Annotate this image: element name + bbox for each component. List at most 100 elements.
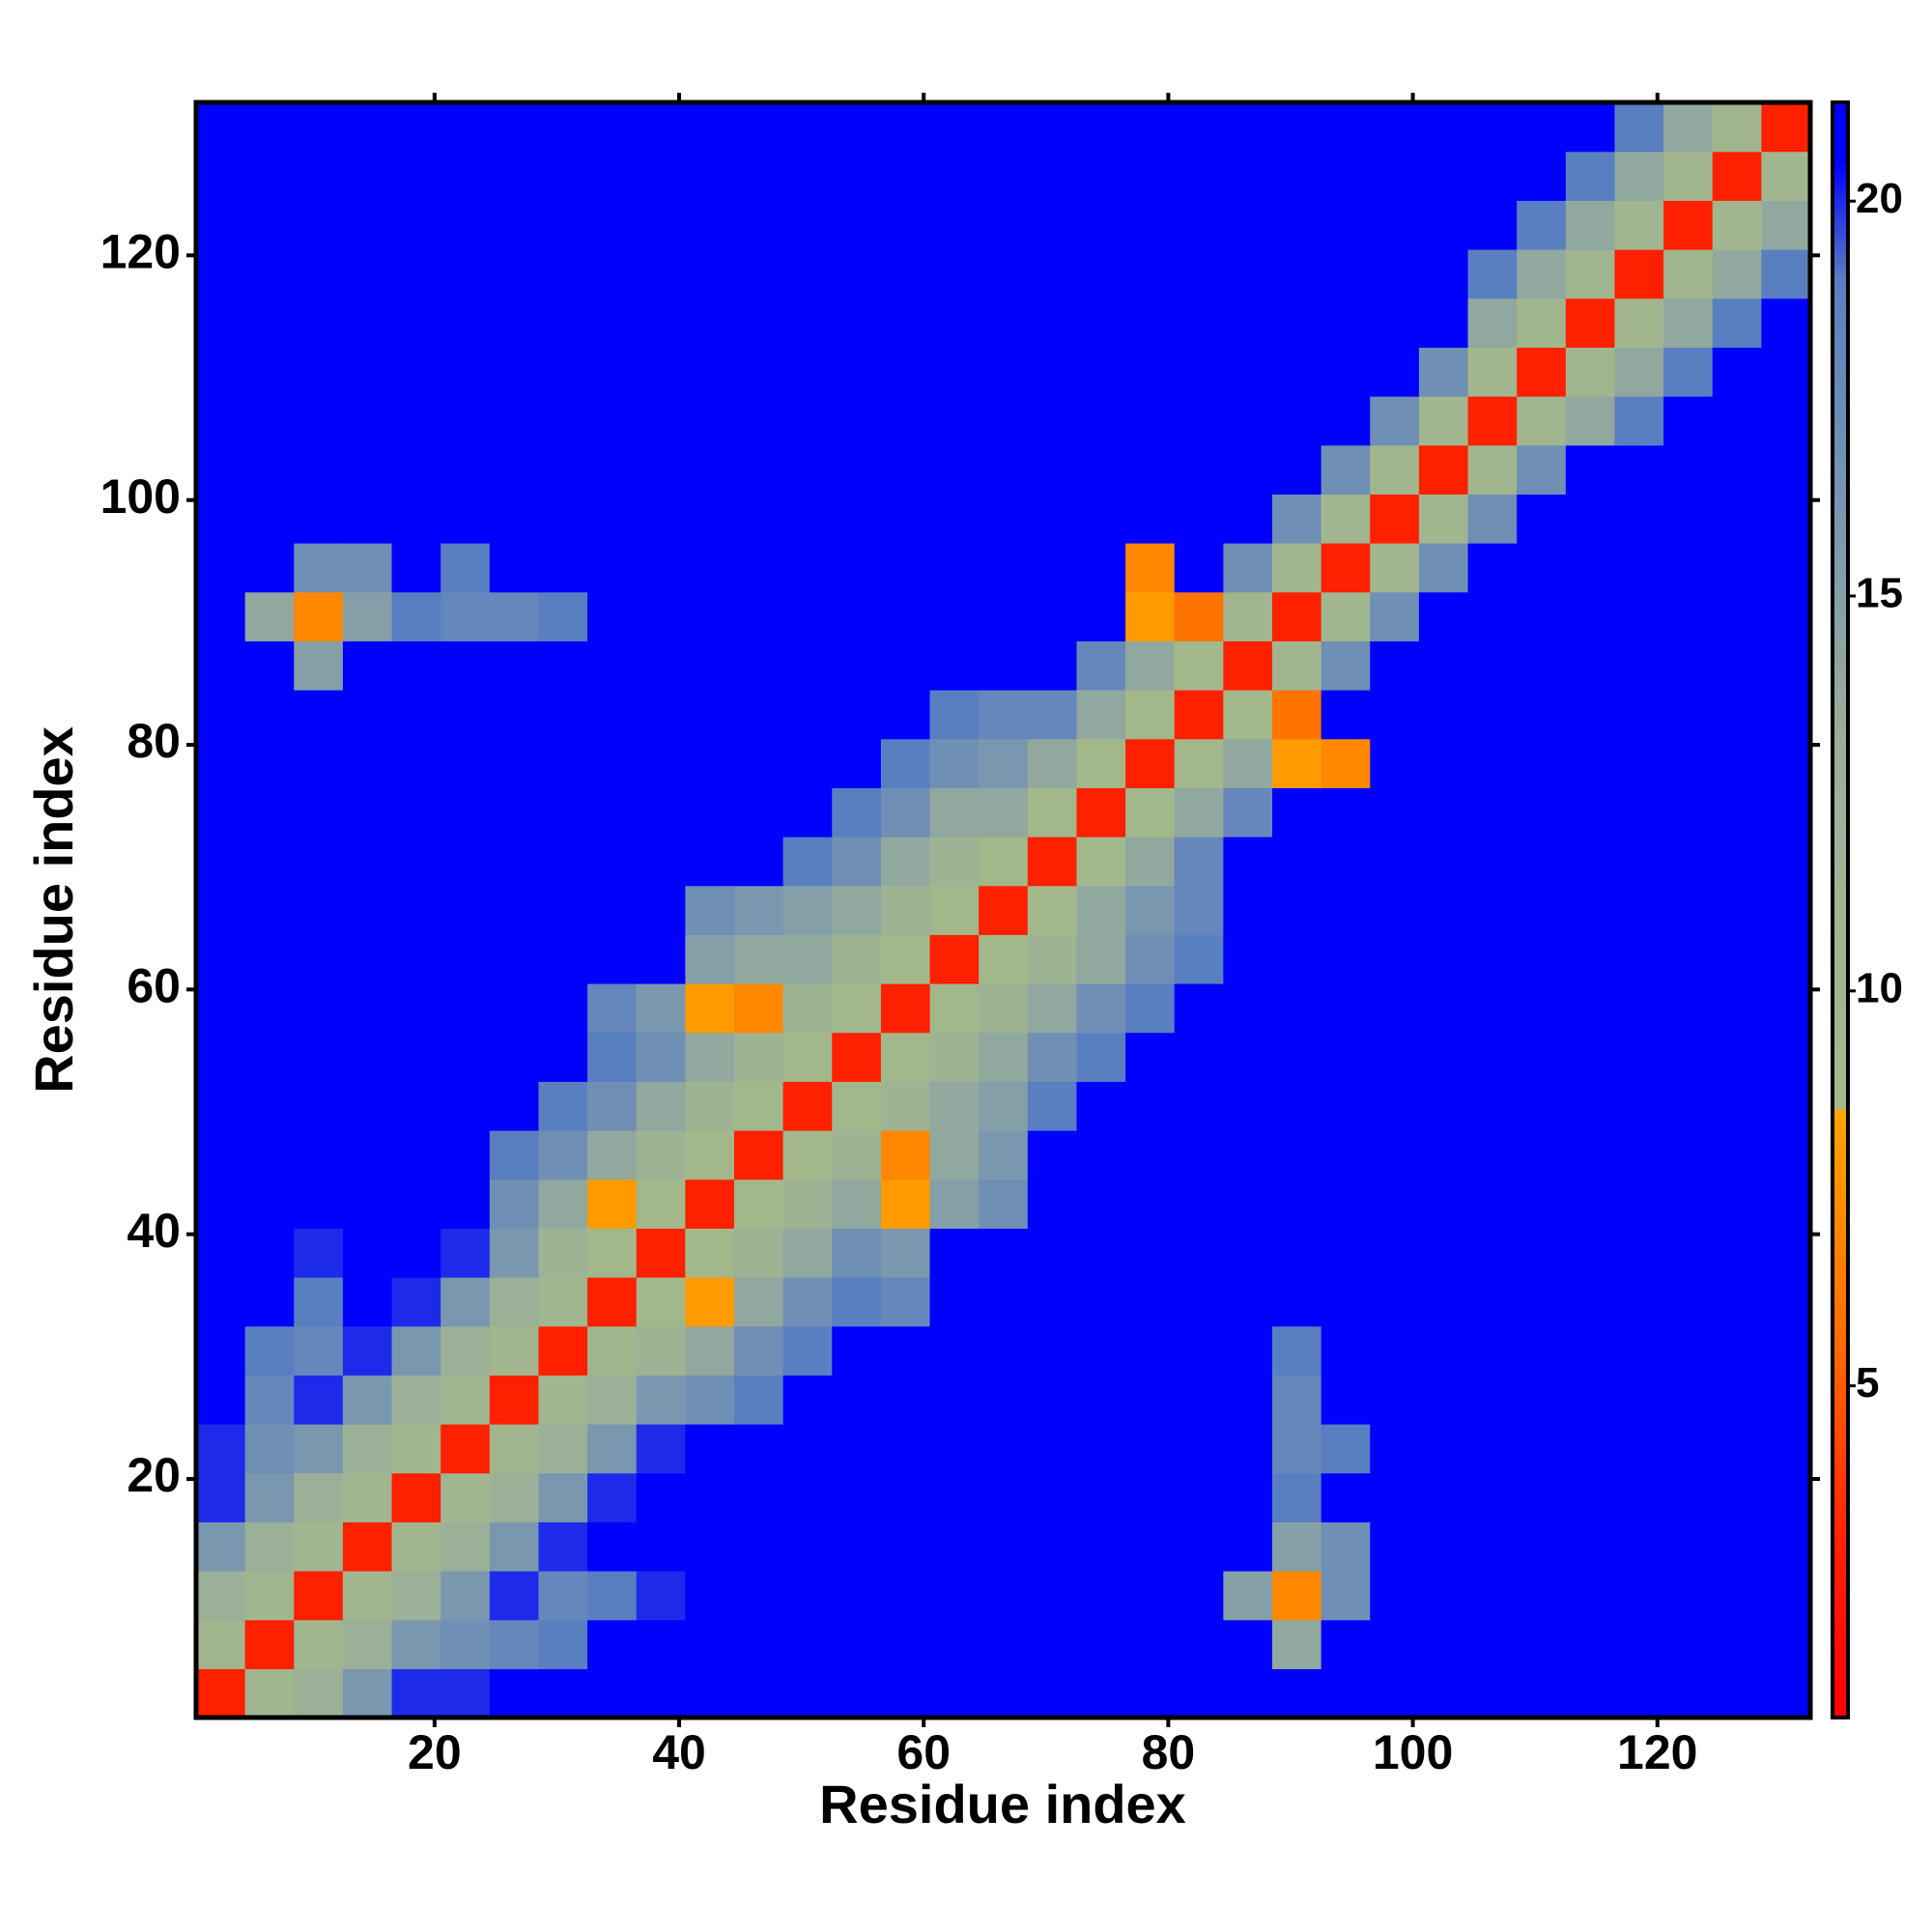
heatmap-cell [1027,1179,1078,1229]
heatmap-cell [489,885,540,935]
heatmap-cell [1027,1081,1078,1131]
heatmap-cell [1418,738,1469,788]
heatmap-cell [1565,1668,1616,1719]
heatmap-cell [1370,1571,1420,1621]
heatmap-cell [832,249,882,299]
heatmap-cell [636,444,686,495]
heatmap-cell [1076,885,1126,935]
heatmap-cell [1565,200,1616,250]
heatmap-cell [832,1668,882,1719]
heatmap-cell [1663,249,1714,299]
heatmap-cell [880,200,931,250]
heatmap-cell [1321,396,1371,446]
heatmap-cell [782,690,833,740]
heatmap-cell [1467,347,1518,397]
heatmap-cell [1467,151,1518,201]
heatmap-cell [1174,591,1224,641]
heatmap-cell [1565,640,1616,691]
heatmap-cell [1272,543,1322,593]
heatmap-cell [782,298,833,348]
heatmap-cell [1223,102,1273,153]
heatmap-cell [1761,249,1811,299]
heatmap-cell [1321,347,1371,397]
heatmap-cell [1517,1571,1567,1621]
heatmap-cell [1125,1424,1176,1474]
heatmap-cell [782,444,833,495]
heatmap-cell [538,1277,588,1327]
heatmap-cell [979,738,1029,788]
heatmap-cell [1614,1619,1664,1669]
heatmap-cell [342,396,393,446]
heatmap-cell [294,494,344,544]
heatmap-cell [294,298,344,348]
heatmap-cell [832,787,882,838]
heatmap-cell [1125,1228,1176,1278]
heatmap-cell [1125,151,1176,201]
heatmap-cell [1272,983,1322,1034]
heatmap-cell [636,249,686,299]
heatmap-cell [685,1472,735,1522]
heatmap-cell [1517,1130,1567,1180]
heatmap-cell [294,591,344,641]
heatmap-cell [832,200,882,250]
heatmap-cell [1467,1619,1518,1669]
heatmap-cell [538,690,588,740]
heatmap-cell [391,983,441,1034]
heatmap-cell [782,494,833,544]
heatmap-cell [734,1472,784,1522]
y-axis-title: Residue index [23,726,84,1094]
heatmap-cell [1712,640,1762,691]
heatmap-cell [440,934,491,984]
heatmap-cell [587,837,638,887]
heatmap-cell [489,1081,540,1131]
heatmap-cell [1517,151,1567,201]
heatmap-cell [1663,591,1714,641]
heatmap-cell [1321,837,1371,887]
heatmap-cell [1712,885,1762,935]
heatmap-cell [1321,1571,1371,1621]
heatmap-cell [244,690,295,740]
heatmap-cell [244,934,295,984]
heatmap-cell [1321,1472,1371,1522]
heatmap-cell [196,1571,246,1621]
heatmap-cell [1614,591,1664,641]
heatmap-cell [1418,249,1469,299]
heatmap-cell [1517,298,1567,348]
heatmap-cell [440,690,491,740]
heatmap-cell [929,1277,980,1327]
heatmap-cell [538,837,588,887]
heatmap-cell [1467,1032,1518,1082]
heatmap-cell [1223,543,1273,593]
heatmap-cell [929,543,980,593]
heatmap-cell [440,1571,491,1621]
heatmap-cell [294,1277,344,1327]
heatmap-cell [1076,102,1126,153]
heatmap-cell [685,690,735,740]
heatmap-cell [685,1375,735,1425]
heatmap-cell [1565,738,1616,788]
heatmap-cell [782,1619,833,1669]
heatmap-cell [1517,1228,1567,1278]
heatmap-cell [342,837,393,887]
heatmap-cell [587,249,638,299]
heatmap-cell [1614,1424,1664,1474]
heatmap-cell [1467,787,1518,838]
heatmap-cell [1614,934,1664,984]
heatmap-cell [1517,1375,1567,1425]
heatmap-cell [196,396,246,446]
heatmap-cell [538,249,588,299]
heatmap-cell [489,1130,540,1180]
heatmap-cell [1565,591,1616,641]
heatmap-cell [391,1032,441,1082]
heatmap-cell [636,543,686,593]
heatmap-cell [1467,1130,1518,1180]
heatmap-cell [489,983,540,1034]
heatmap-cell [636,494,686,544]
heatmap-cell [636,738,686,788]
heatmap-cell [489,543,540,593]
heatmap-cell [1565,1277,1616,1327]
x-tick-label: 40 [652,1725,706,1779]
heatmap-cell [1027,298,1078,348]
heatmap-cell [636,1619,686,1669]
heatmap-cell [1125,1325,1176,1376]
